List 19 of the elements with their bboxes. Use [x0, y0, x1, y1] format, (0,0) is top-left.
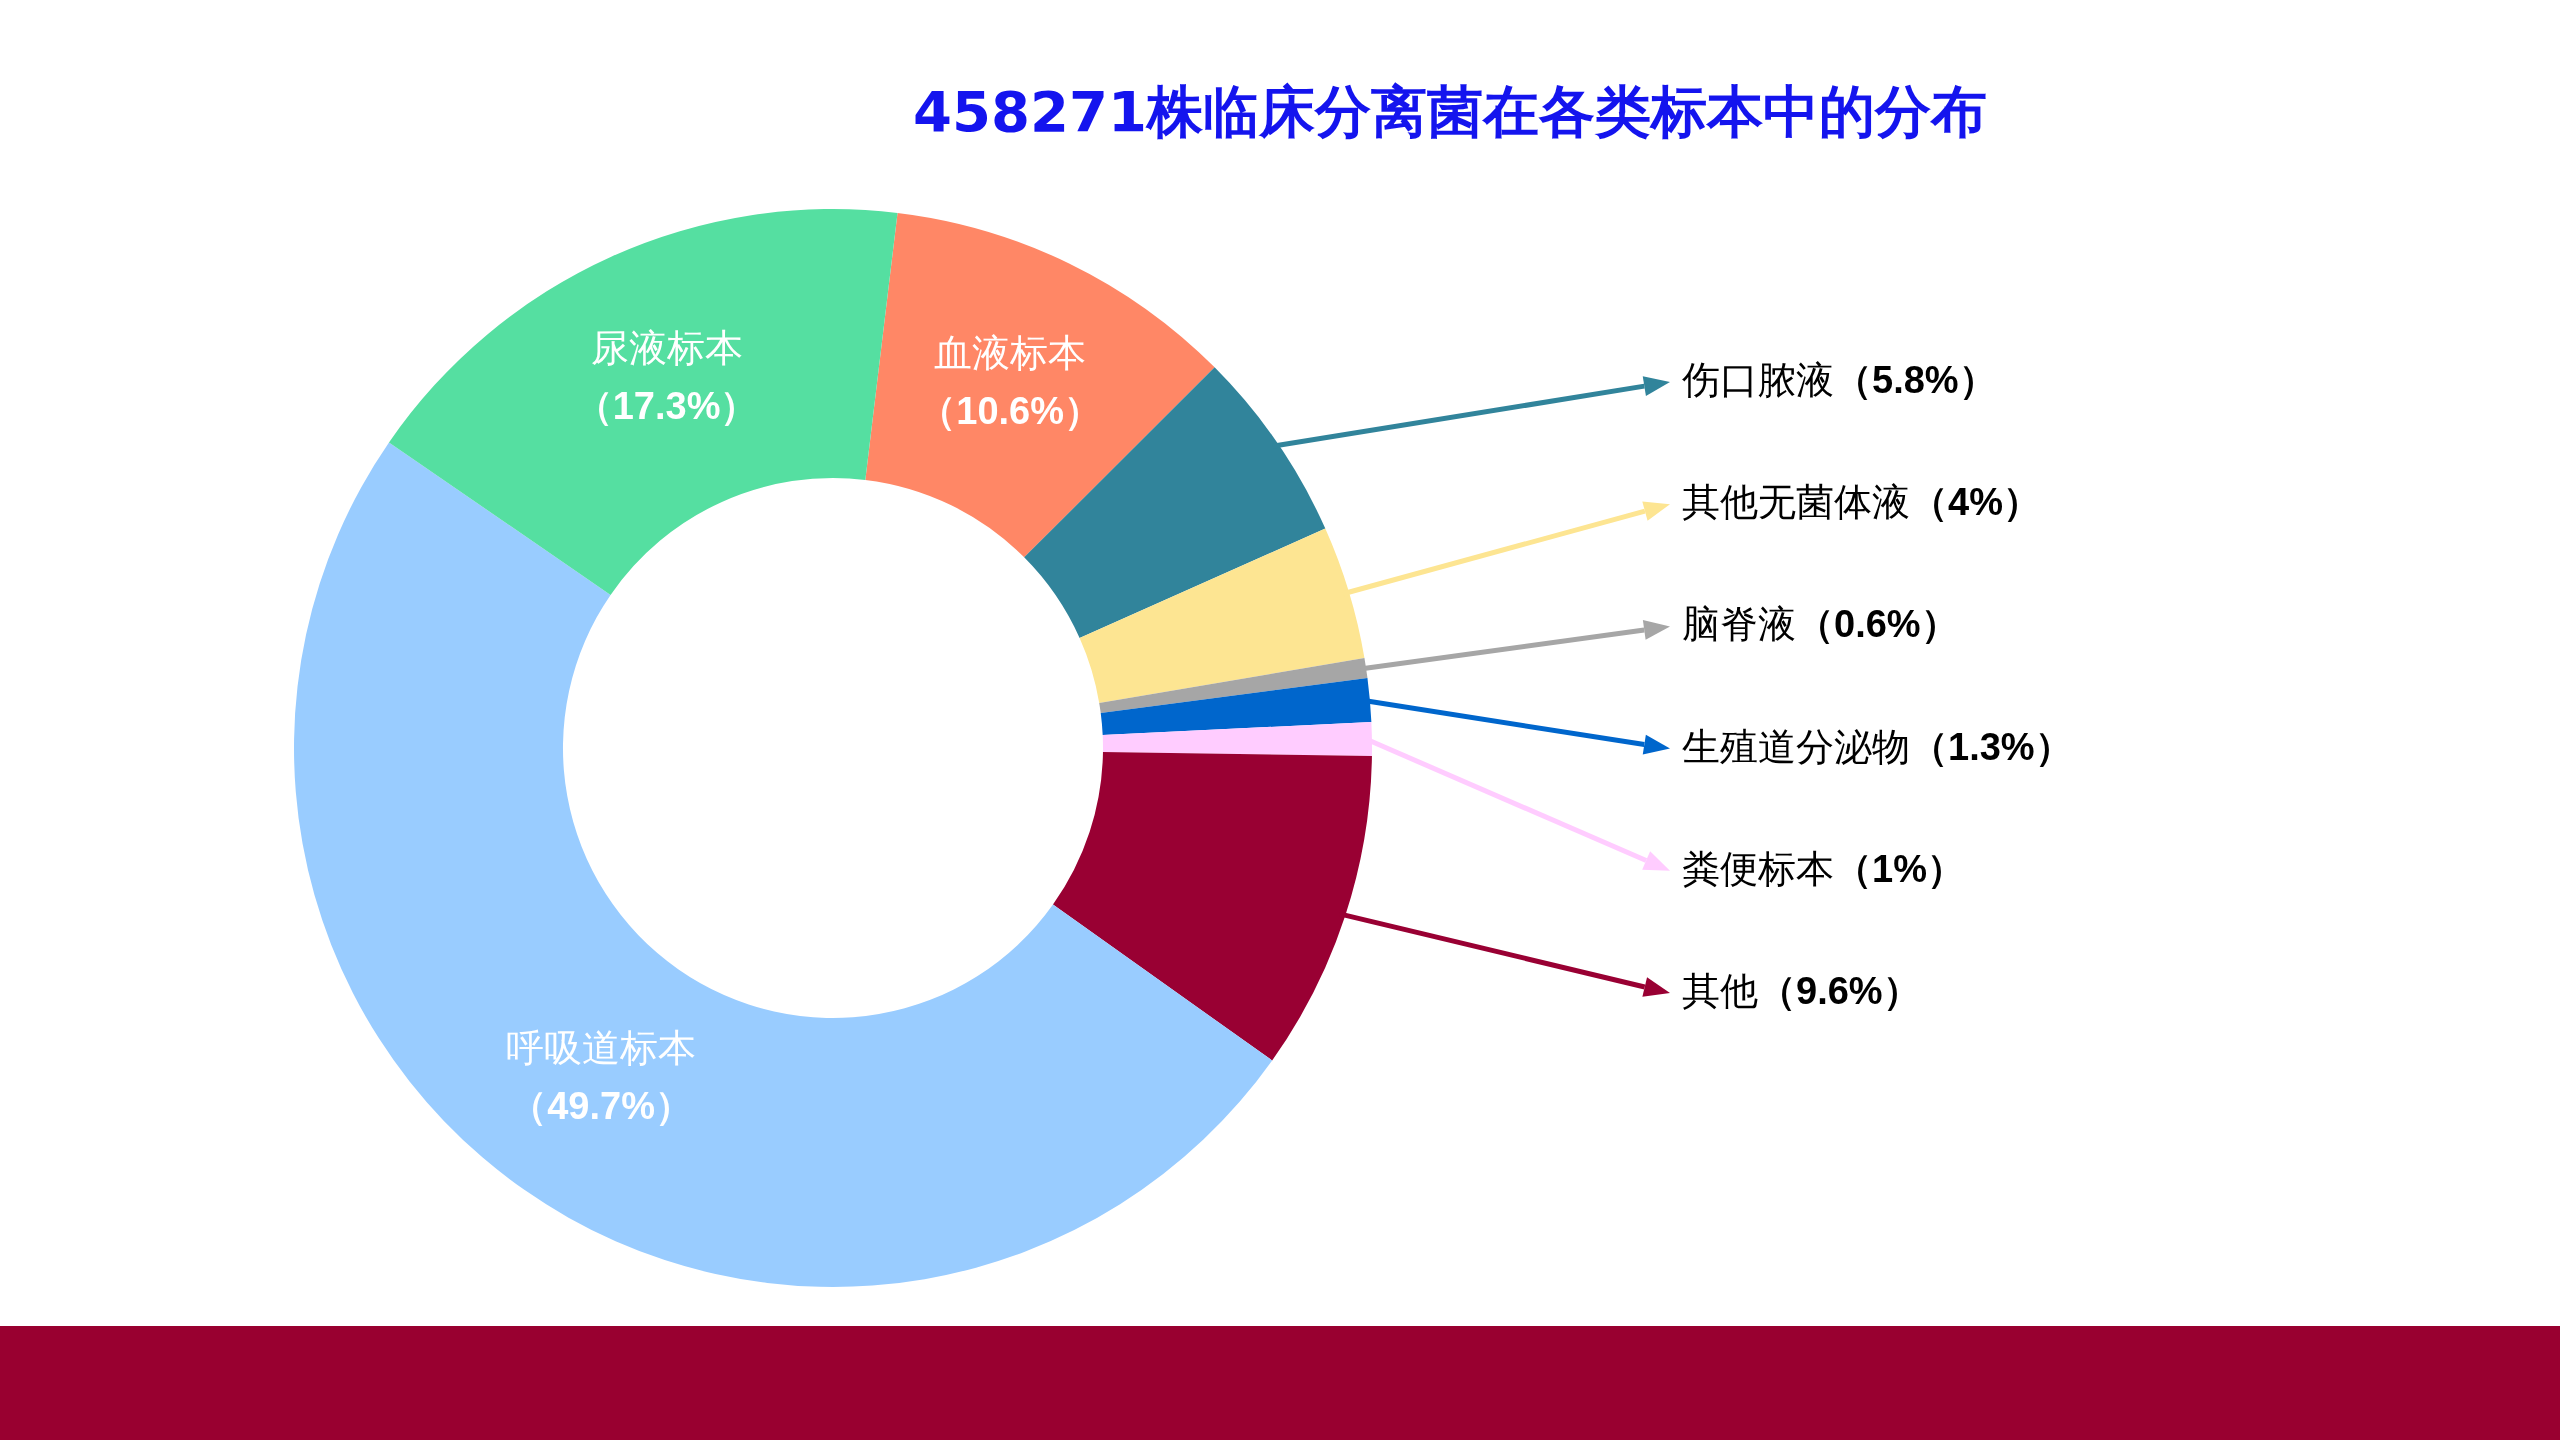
data-label: （49.7%）: [509, 1085, 693, 1128]
data-label: （17.3%）: [574, 385, 759, 428]
legend-label: 脑脊液: [1682, 603, 1796, 646]
data-label: （0.6%）: [1796, 603, 1959, 646]
data-label: （9.6%）: [1758, 970, 1921, 1012]
legend-label: 其他: [1682, 970, 1758, 1012]
legend-label: 生殖道分泌物: [1682, 725, 1910, 768]
legend-label: 粪便标本: [1682, 847, 1834, 890]
slice-label: 血液标本: [934, 332, 1087, 375]
data-label: （10.6%）: [918, 390, 1103, 433]
legend-label: 伤口脓液: [1682, 359, 1834, 401]
slice-label: 尿液标本: [590, 327, 743, 370]
data-label: （1.3%）: [1910, 725, 2073, 768]
legend-label: 其他无菌体液: [1682, 481, 1910, 524]
data-label: （4%）: [1910, 481, 2041, 524]
data-label: （1%）: [1834, 847, 1965, 890]
chart-title: 458271株临床分离菌在各类标本中的分布: [913, 79, 1987, 144]
slice-label: 呼吸道标本: [506, 1027, 697, 1070]
data-label: （5.8%）: [1834, 359, 1997, 401]
